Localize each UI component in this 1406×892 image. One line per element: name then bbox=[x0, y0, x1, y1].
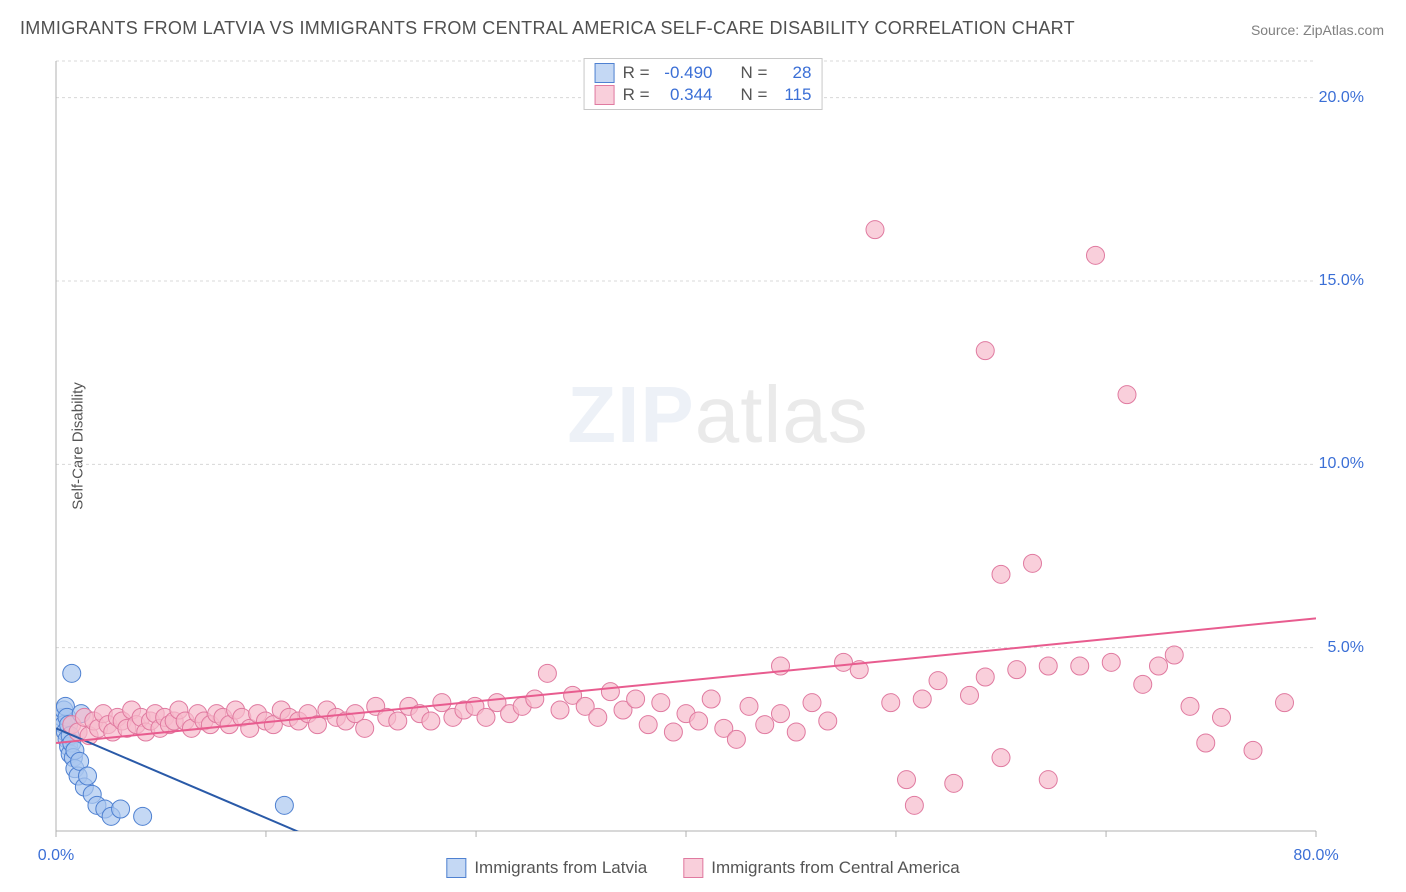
series-legend: Immigrants from Latvia Immigrants from Ce… bbox=[446, 858, 959, 878]
y-tick-label: 5.0% bbox=[1328, 639, 1364, 657]
source-prefix: Source: bbox=[1251, 22, 1303, 38]
correlation-legend-row: R =-0.490N =28 bbox=[595, 63, 812, 83]
y-tick-label: 10.0% bbox=[1319, 455, 1364, 473]
x-tick-label-right: 80.0% bbox=[1293, 847, 1338, 865]
y-tick-label: 20.0% bbox=[1319, 89, 1364, 107]
series-legend-item: Immigrants from Latvia bbox=[446, 858, 647, 878]
correlation-legend-row: R =0.344N =115 bbox=[595, 85, 812, 105]
series-legend-label: Immigrants from Latvia bbox=[474, 858, 647, 878]
legend-swatch-icon bbox=[595, 85, 615, 105]
legend-swatch-icon bbox=[446, 858, 466, 878]
series-legend-item: Immigrants from Central America bbox=[683, 858, 959, 878]
chart-title: IMMIGRANTS FROM LATVIA VS IMMIGRANTS FRO… bbox=[20, 18, 1075, 39]
scatter-svg bbox=[50, 55, 1386, 837]
source-attribution: Source: ZipAtlas.com bbox=[1251, 22, 1384, 38]
source-link[interactable]: ZipAtlas.com bbox=[1303, 22, 1384, 38]
legend-swatch-icon bbox=[595, 63, 615, 83]
correlation-legend: R =-0.490N =28R =0.344N =115 bbox=[584, 58, 823, 110]
legend-swatch-icon bbox=[683, 858, 703, 878]
x-tick-label-left: 0.0% bbox=[38, 847, 74, 865]
series-legend-label: Immigrants from Central America bbox=[711, 858, 959, 878]
y-tick-label: 15.0% bbox=[1319, 272, 1364, 290]
chart-area: ZIPatlas 5.0%10.0%15.0%20.0% 0.0%80.0% bbox=[50, 55, 1386, 837]
